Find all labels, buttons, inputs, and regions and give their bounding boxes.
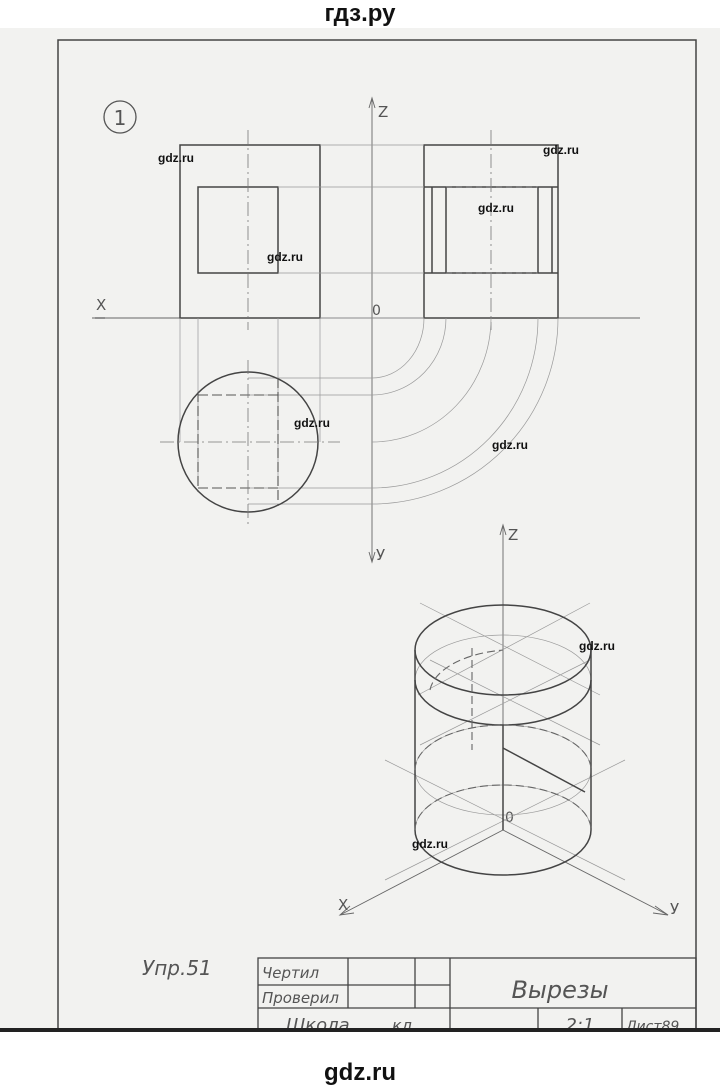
watermark: gdz.ru: [492, 438, 528, 452]
top-view: [160, 360, 340, 525]
side-view-hidden-lines: [446, 186, 538, 274]
title-block-grid: [257, 957, 697, 1028]
exercise-number: 1: [114, 106, 127, 130]
watermark: gdz.ru: [543, 143, 579, 157]
school-label: Школа: [286, 1015, 350, 1028]
iso-axis-x-label: X: [338, 896, 348, 914]
exercise-number-circle: [103, 100, 137, 134]
drawing-title: Вырезы: [511, 976, 608, 1004]
checked-label: Проверил: [262, 989, 339, 1007]
scale-value: 2:1: [566, 1015, 595, 1028]
site-footer: gdz.ru: [324, 1059, 396, 1086]
technical-drawing: 1 Z X 0 У: [0, 28, 720, 1028]
axis-z-label: Z: [378, 103, 388, 121]
sheet-frame: [57, 39, 697, 1028]
iso-axis-y-label: У: [670, 900, 679, 918]
watermark: gdz.ru: [267, 250, 303, 264]
watermark: gdz.ru: [412, 837, 448, 851]
drawing-sheet: 1 Z X 0 У: [0, 28, 720, 1028]
front-view: [179, 144, 321, 319]
watermark: gdz.ru: [294, 416, 330, 430]
isometric-cylinder: [414, 604, 592, 876]
watermark: gdz.ru: [478, 201, 514, 215]
isometric-hidden-lines: [414, 648, 592, 831]
axis-x-label: X: [96, 296, 106, 314]
isometric-axes: [338, 523, 669, 916]
exercise-label: Упр.51: [142, 956, 212, 980]
origin-label: 0: [372, 303, 381, 319]
axis-y-label: У: [376, 546, 385, 564]
page-bottom-border: [0, 1028, 720, 1032]
drew-label: Чертил: [262, 964, 320, 982]
sheet-number: Лист89: [625, 1019, 679, 1028]
class-label: кл.: [392, 1016, 417, 1028]
watermark: gdz.ru: [579, 639, 615, 653]
paper: [0, 28, 720, 1028]
iso-axis-z-label: Z: [508, 526, 518, 544]
site-title: гдз.ру: [324, 0, 396, 27]
watermark: gdz.ru: [158, 151, 194, 165]
